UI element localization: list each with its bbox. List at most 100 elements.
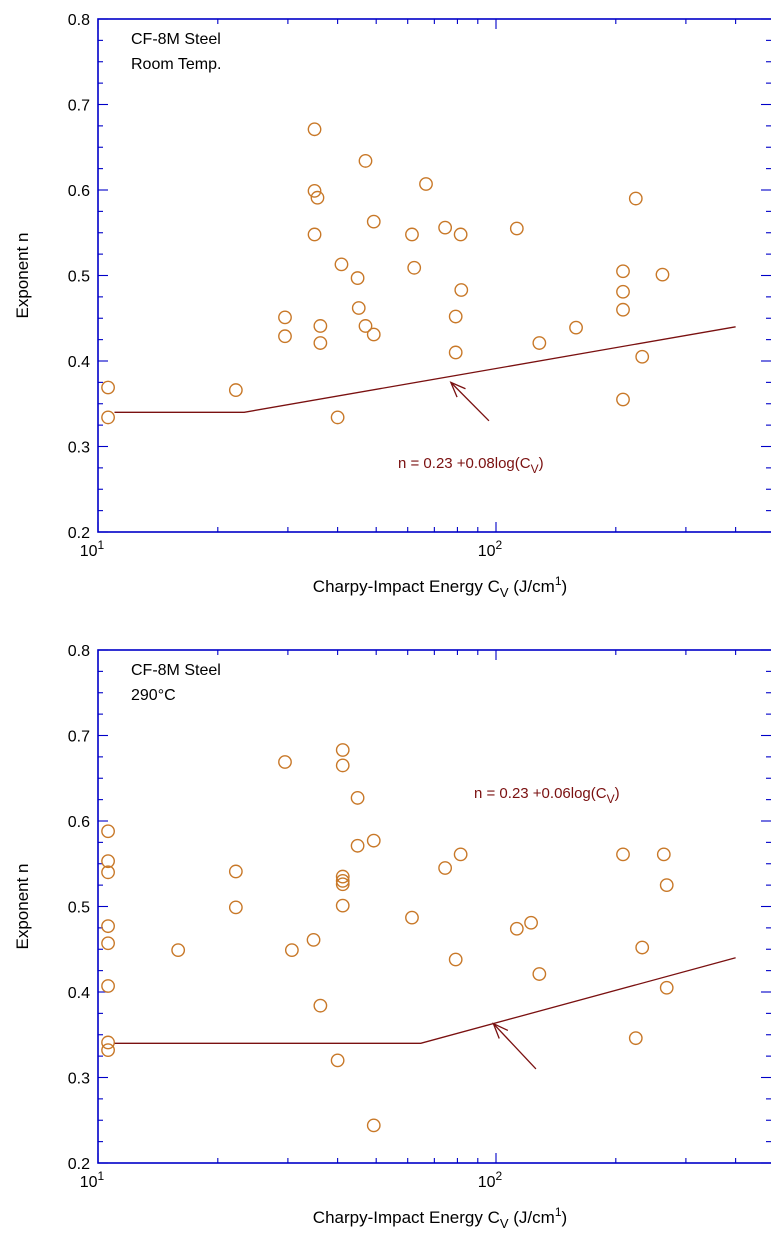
data-point [509, 221, 524, 236]
data-point [101, 380, 115, 395]
data-point [171, 943, 186, 958]
data-point [569, 320, 583, 335]
data-point [366, 214, 381, 229]
data-point [448, 309, 463, 324]
x-axis-label: Charpy-Impact Energy CV (J/cm1) [313, 1205, 567, 1231]
data-point [659, 878, 674, 893]
data-point [524, 915, 538, 930]
arrow-head [449, 381, 466, 398]
data-point [438, 861, 453, 875]
data-point [438, 220, 453, 235]
data-point [407, 260, 422, 275]
data-point [628, 191, 643, 206]
data-point [101, 919, 115, 934]
x-axis-label: Charpy-Impact Energy CV (J/cm1) [313, 574, 567, 600]
data-point [310, 190, 325, 205]
y-tick-label: 0.5 [68, 269, 90, 286]
y-tick-label: 0.5 [68, 900, 90, 917]
arrow-shaft [450, 381, 490, 422]
data-point [313, 336, 328, 350]
fit-equation-label: n = 0.23 +0.08log(CV) [398, 455, 544, 476]
data-point [101, 865, 115, 880]
chart-title: CF-8M Steel [131, 662, 221, 679]
chart-subtitle: 290°C [131, 687, 176, 704]
y-tick-label: 0.6 [68, 183, 90, 200]
data-point [313, 998, 328, 1013]
data-point [278, 329, 292, 344]
data-point [101, 936, 115, 951]
data-point [284, 943, 299, 958]
data-point [405, 227, 419, 242]
data-point [351, 301, 366, 315]
y-tick-label: 0.4 [68, 354, 90, 371]
data-point [228, 900, 243, 915]
y-axis-label: Exponent n [13, 232, 32, 318]
data-point [405, 910, 419, 925]
x-tick-label: 102 [478, 538, 503, 560]
data-point [616, 284, 630, 299]
data-point [532, 336, 547, 350]
data-point [101, 979, 115, 993]
data-point [306, 932, 321, 947]
data-point [101, 1043, 115, 1058]
data-point [616, 847, 630, 862]
data-point [278, 755, 292, 769]
data-point [635, 349, 650, 364]
data-point [228, 864, 243, 879]
y-axis-label: Exponent n [13, 863, 32, 949]
data-point [313, 319, 328, 333]
data-point [453, 847, 468, 862]
data-point [635, 940, 650, 955]
data-point [307, 122, 322, 137]
y-tick-label: 0.3 [68, 1071, 90, 1088]
data-point [350, 838, 365, 853]
data-point [335, 743, 350, 757]
x-tick-label: 102 [478, 1169, 503, 1191]
x-tick-label: 101 [80, 1169, 105, 1191]
data-point [616, 302, 630, 317]
y-tick-label: 0.8 [68, 643, 90, 660]
y-tick-label: 0.2 [68, 525, 90, 542]
data-point [335, 877, 350, 892]
data-point [350, 791, 365, 805]
data-point [307, 183, 322, 198]
data-point [358, 154, 373, 168]
data-point [366, 833, 381, 848]
data-point [334, 257, 349, 272]
data-point [655, 267, 670, 282]
y-tick-label: 0.2 [68, 1156, 90, 1173]
data-point [101, 854, 115, 869]
data-point [454, 283, 469, 297]
data-point [278, 310, 292, 325]
data-point [101, 824, 115, 839]
chart-panel-2: 0.2 0.3 0.4 0.5 0.6 0.7 0.8 101 102 Charpy-Impact… [13, 643, 771, 1231]
data-point [532, 967, 547, 981]
data-point [453, 227, 468, 242]
fit-line [114, 957, 736, 1044]
data-point [228, 383, 243, 397]
data-point [358, 319, 373, 333]
data-point [509, 921, 524, 936]
y-tick-label: 0.8 [68, 12, 90, 29]
data-point [330, 410, 345, 425]
data-point [628, 1031, 643, 1046]
arrow-head [492, 1022, 509, 1039]
data-point [366, 327, 381, 342]
fit-equation-label: n = 0.23 +0.06log(CV) [474, 785, 620, 806]
data-point [448, 952, 463, 967]
arrow-shaft [492, 1023, 537, 1070]
data-point [335, 758, 350, 773]
data-point [616, 392, 630, 407]
data-point [656, 847, 671, 862]
data-point [101, 410, 115, 425]
data-point [330, 1053, 345, 1068]
y-tick-label: 0.3 [68, 440, 90, 457]
data-point [659, 980, 674, 995]
data-point [307, 227, 322, 242]
data-point [366, 1118, 381, 1133]
chart-title: CF-8M Steel [131, 31, 221, 48]
fit-line [114, 326, 736, 413]
data-point [335, 898, 350, 913]
data-point [335, 869, 350, 884]
